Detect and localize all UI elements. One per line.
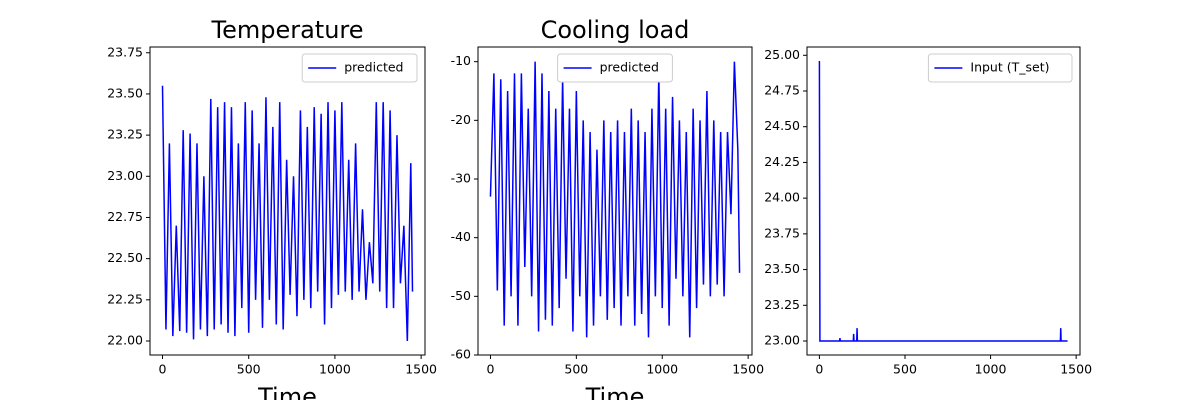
legend-label: predicted — [344, 60, 403, 75]
legend-label: predicted — [600, 60, 659, 75]
y-tick-label: 23.50 — [107, 85, 143, 100]
x-tick-label: 0 — [486, 362, 494, 377]
data-line — [818, 60, 1068, 342]
y-tick-label: 22.75 — [107, 209, 143, 224]
x-tick-label: 500 — [564, 362, 588, 377]
y-tick-label: 24.00 — [764, 190, 800, 205]
y-tick-label: 24.75 — [764, 83, 800, 98]
y-tick-label: 23.75 — [107, 44, 143, 59]
axes-frame — [149, 46, 426, 356]
x-axis-label: Time — [585, 383, 645, 400]
legend-box — [301, 53, 418, 83]
y-tick-label: 22.50 — [107, 250, 143, 265]
x-tick-label: 1000 — [646, 362, 678, 377]
y-tick-label: -60 — [451, 347, 471, 362]
y-tick-label: 24.25 — [764, 154, 800, 169]
x-tick-label: 500 — [237, 362, 261, 377]
legend: Input (T_set) — [927, 53, 1073, 83]
x-axis-label: Time — [257, 383, 317, 400]
y-tick-label: 23.25 — [107, 127, 143, 142]
y-tick-label: 23.00 — [107, 168, 143, 183]
y-tick-label: -10 — [451, 53, 471, 68]
y-tick-label: -20 — [451, 112, 471, 127]
x-tick-label: 500 — [893, 362, 917, 377]
axes-frame — [806, 46, 1081, 356]
legend-box — [927, 53, 1073, 83]
y-tick-label: 22.00 — [107, 333, 143, 348]
x-tick-label: 1000 — [975, 362, 1007, 377]
y-tick-label: -40 — [451, 229, 471, 244]
y-tick-label: 22.25 — [107, 291, 143, 306]
legend-box — [557, 53, 673, 83]
y-tick-label: -50 — [451, 288, 471, 303]
axes-frame — [477, 46, 753, 356]
legend-label: Input (T_set) — [970, 60, 1049, 75]
x-tick-label: 1000 — [319, 362, 351, 377]
y-tick-label: 23.50 — [764, 261, 800, 276]
x-tick-label: 0 — [815, 362, 823, 377]
legend: predicted — [301, 53, 418, 83]
y-tick-label: -30 — [451, 171, 471, 186]
chart-title: Cooling load — [541, 16, 690, 44]
x-tick-label: 1500 — [1060, 362, 1092, 377]
x-tick-label: 1500 — [405, 362, 437, 377]
data-line — [489, 61, 741, 338]
y-tick-label: 23.00 — [764, 333, 800, 348]
data-line — [161, 85, 414, 342]
chart-title: Temperature — [210, 16, 363, 44]
y-tick-label: 23.75 — [764, 225, 800, 240]
y-tick-label: 25.00 — [764, 47, 800, 62]
y-tick-label: 23.25 — [764, 297, 800, 312]
x-tick-label: 1500 — [732, 362, 764, 377]
x-tick-label: 0 — [159, 362, 167, 377]
y-tick-label: 24.50 — [764, 118, 800, 133]
legend: predicted — [557, 53, 673, 83]
